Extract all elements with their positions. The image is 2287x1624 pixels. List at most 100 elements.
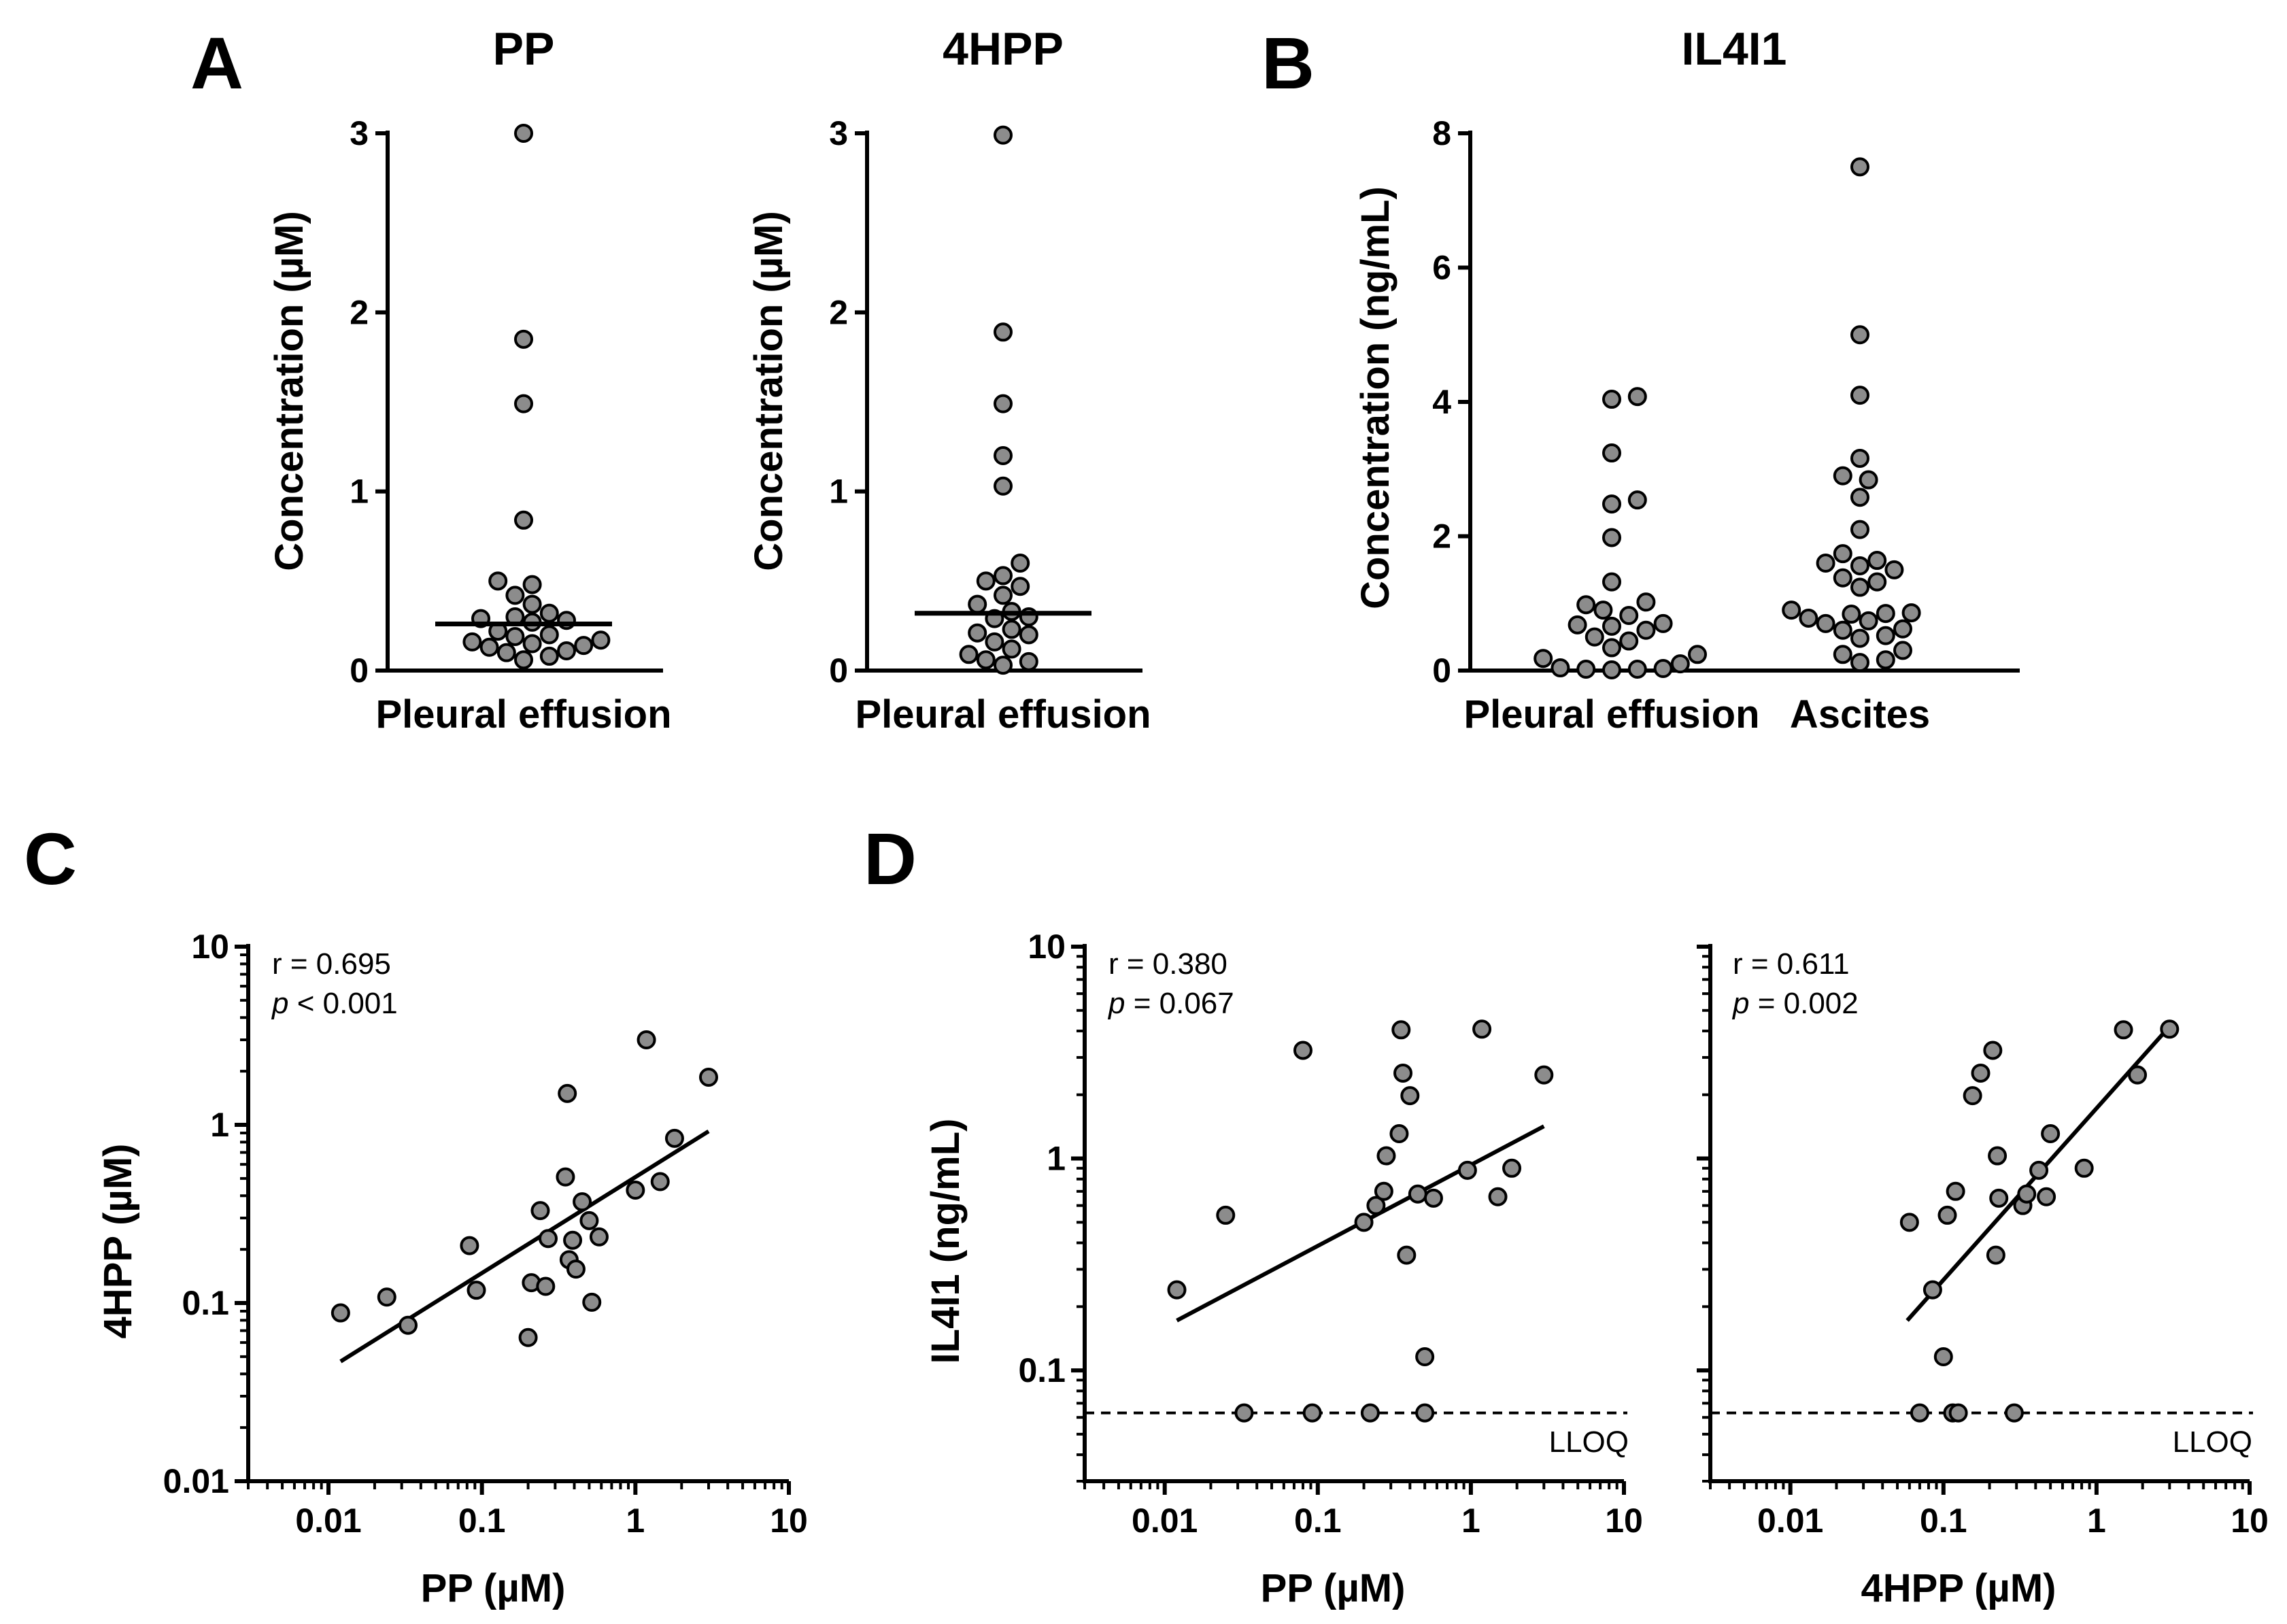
data-point-pp-0-18 [522,634,542,654]
data-point-hpp-0-15 [968,623,987,643]
data-point-pp-0-1 [514,329,533,349]
data-point-d1-20 [1472,1019,1492,1039]
x-tick-label-d2-3: 10 [2231,1502,2269,1540]
data-point-il4i1-1-27 [1893,641,1912,660]
y-axis-label-d: IL4I1 (ng/mL) [924,1119,968,1364]
data-point-c-15 [573,1192,592,1212]
data-point-c-19 [626,1181,645,1200]
data-point-pp-0-17 [462,632,482,652]
data-point-d2-6 [1946,1181,1965,1201]
data-point-c-7 [530,1201,550,1221]
data-point-il4i1-0-21 [1551,658,1570,678]
stat-r-d-pp: r = 0.380 [1108,947,1227,981]
data-point-c-23 [699,1068,719,1087]
data-point-il4i1-0-20 [1670,654,1690,674]
data-point-pp-0-14 [539,625,559,645]
data-point-d2-10 [1983,1041,2003,1060]
y-tick-label-il4i1-3: 6 [1432,249,1451,287]
data-point-d1-11 [1391,1020,1411,1040]
chart-d-4hpp: 4HPP (µM) r = 0.611 p = 0.002 LLOQ 0.01 0… [1697,944,2269,1610]
chart-c: 4HPP (µM) PP (µM) r = 0.695 p < 0.001 0.… [96,928,808,1610]
y-tick-label-il4i1-1: 2 [1432,518,1451,556]
y-tick-label-hpp-2: 2 [829,293,848,331]
data-point-il4i1-1-21 [1859,611,1878,630]
data-point-d1-1 [1216,1205,1236,1225]
data-point-il4i1-1-11 [1850,556,1869,575]
chart-title-pp: PP [493,23,555,75]
data-point-il4i1-0-0 [1627,387,1647,407]
data-point-hpp-0-14 [1002,620,1021,639]
data-point-d1-7 [1366,1196,1386,1215]
y-tick-label-pp-2: 2 [350,293,369,331]
panel-letter-b: B [1261,22,1315,104]
data-point-il4i1-0-10 [1619,606,1639,626]
y-tick-label-il4i1-2: 4 [1432,383,1451,421]
data-point-il4i1-1-1 [1850,325,1869,345]
data-point-il4i1-0-22 [1653,659,1673,679]
x-tick-label-d1-0: 0.01 [1132,1502,1198,1540]
data-point-c-0 [331,1303,350,1323]
data-point-d1-9 [1376,1146,1396,1166]
data-point-il4i1-1-20 [1799,608,1818,628]
x-tick-label-c-2: 1 [626,1502,645,1540]
data-point-d2-18 [2037,1187,2056,1206]
data-point-d2-0 [1899,1213,1919,1232]
data-point-il4i1-1-24 [1833,620,1852,640]
data-point-pp-0-20 [479,637,499,657]
x-category-label-4hpp: Pleural effusion [855,692,1151,737]
data-point-hpp-0-2 [994,394,1013,413]
data-point-c-8 [536,1276,556,1296]
data-point-d2-1 [1910,1403,1929,1423]
y-tick-label-d1-1: 1 [1047,1140,1066,1178]
data-point-d1-3 [1293,1041,1312,1060]
data-point-il4i1-0-6 [1602,572,1621,592]
y-axis-label-il4i1: Concentration (ng/mL) [1353,186,1397,609]
data-point-pp-0-24 [514,650,533,670]
data-point-il4i1-1-4 [1833,466,1852,486]
data-point-hpp-0-3 [994,446,1013,465]
data-point-il4i1-0-23 [1627,660,1647,679]
stat-p-value-d-4hpp: = 0.002 [1749,987,1858,1020]
stat-p-c: p < 0.001 [271,987,398,1020]
x-axis-label-d-pp: PP (µM) [1261,1566,1406,1610]
y-tick-label-il4i1-0: 0 [1432,652,1451,690]
data-point-hpp-0-17 [985,632,1004,652]
data-point-d1-18 [1423,1188,1443,1208]
stat-r-d-4hpp: r = 0.611 [1733,947,1850,981]
data-point-d2-8 [1963,1086,1982,1106]
x-tick-label-c-0: 0.01 [295,1502,361,1540]
data-point-il4i1-1-29 [1876,650,1895,670]
data-point-il4i1-1-17 [1901,603,1921,623]
data-point-il4i1-0-17 [1602,638,1621,658]
data-point-il4i1-1-26 [1850,628,1869,648]
data-point-il4i1-1-6 [1850,488,1869,507]
data-point-c-5 [518,1327,538,1347]
data-point-c-13 [563,1230,583,1250]
data-point-d2-19 [2041,1124,2061,1144]
data-point-c-20 [637,1030,656,1049]
data-point-d1-16 [1415,1347,1435,1367]
panel-letter-a: A [190,22,243,104]
y-tick-label-c-0: 0.01 [163,1462,229,1500]
data-point-pp-0-0 [514,124,533,143]
data-point-d1-15 [1408,1184,1427,1204]
y-tick-label-pp-0: 0 [350,652,369,690]
data-point-pp-0-3 [514,510,533,530]
y-tick-label-il4i1-4: 8 [1432,114,1451,152]
data-point-hpp-0-18 [1002,639,1021,659]
data-point-il4i1-0-14 [1636,620,1656,640]
data-point-d1-4 [1302,1403,1322,1423]
data-point-pp-0-7 [522,594,542,614]
chart-4hpp: 4HPP Concentration (µM) Pleural effusion… [747,23,1151,737]
chart-title-il4i1: IL4I1 [1682,23,1787,75]
lloq-label-d-pp: LLOQ [1549,1425,1629,1459]
y-tick-label-c-1: 0.1 [182,1284,229,1322]
data-point-d1-8 [1374,1181,1393,1201]
data-point-d2-16 [2017,1184,2037,1204]
data-point-c-3 [460,1236,479,1255]
data-point-il4i1-0-3 [1627,490,1647,510]
data-point-hpp-0-5 [1011,554,1030,573]
data-point-hpp-0-16 [1019,625,1038,645]
data-point-pp-0-19 [574,636,594,656]
